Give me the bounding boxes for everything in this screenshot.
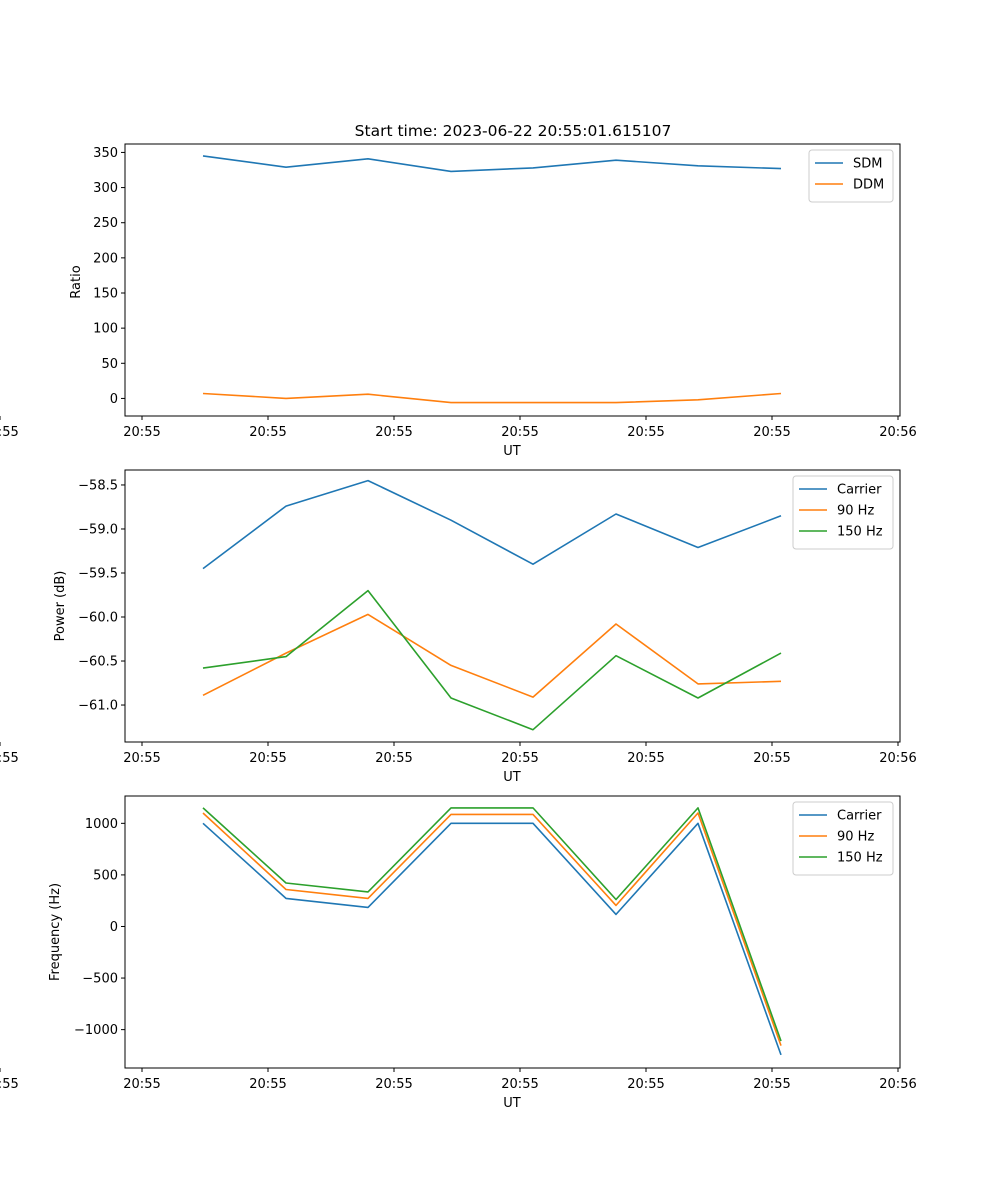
frequency-y-axis-label: Frequency (Hz) [48,883,63,981]
frequency-legend-label-150-hz: 150 Hz [837,851,883,866]
power-x-tick-label: 20:55 [249,751,286,766]
power-90-hz-line [202,613,782,698]
ratio-x-tick-label: 20:55 [627,425,664,440]
ratio-plot-frame [124,143,901,417]
power-x-tick-label: 20:55 [375,751,412,766]
ratio-x-tick-label: 20:55 [501,425,538,440]
power-150-hz-line [202,589,782,731]
power-x-tick-label: 20:55 [753,751,790,766]
frequency-x-tick-label: 20:55 [753,1077,790,1092]
ratio-legend-label-ddm: DDM [853,178,884,193]
frequency-x-axis-label: UT [503,1096,521,1111]
power-y-tick-label: −61.0 [78,699,118,714]
ratio-y-tick-label: 100 [93,322,118,337]
ratio-x-tick-label: 20:56 [879,425,916,440]
ratio-sdm-line [202,155,782,173]
frequency-panel: UT Frequency (Hz) 20:55 20:55 20:55 20:55 20… [0,795,917,1111]
frequency-150-hz-line [202,807,782,1042]
frequency-x-tick-label: 20:55 [249,1077,286,1092]
power-panel: UT Power (dB) 20:55 20:55 20:55 20:55 20:55 2… [0,469,917,785]
ratio-y-tick-label: 200 [93,251,118,266]
ratio-x-tick-label: 20:55 [0,425,19,440]
power-x-tick-label: 20:55 [501,751,538,766]
power-legend-label-carrier: Carrier [837,483,882,498]
power-x-tick-label: 20:55 [0,751,19,766]
frequency-y-tick-label: 1000 [85,817,118,832]
power-y-tick-label: −58.5 [78,478,118,493]
ratio-y-tick-label: 50 [101,357,118,372]
frequency-legend-label-carrier: Carrier [837,809,882,824]
frequency-x-tick-label: 20:55 [501,1077,538,1092]
ratio-y-tick-label: 0 [110,392,118,407]
power-legend-label-90-hz: 90 Hz [837,504,874,519]
frequency-carrier-line [202,822,782,1056]
ratio-y-axis-label: Ratio [69,265,84,298]
power-y-tick-label: −59.5 [78,566,118,581]
power-carrier-line [202,479,782,570]
ratio-y-tick-label: 300 [93,181,118,196]
power-x-tick-label: 20:55 [123,751,160,766]
ratio-y-tick-label: 150 [93,287,118,302]
frequency-x-tick-label: 20:55 [375,1077,412,1092]
chart-title: Start time: 2023-06-22 20:55:01.615107 [355,122,672,140]
power-y-tick-label: −60.0 [78,611,118,626]
frequency-y-tick-label: 500 [93,868,118,883]
ratio-x-tick-label: 20:55 [123,425,160,440]
ratio-y-tick-label: 250 [93,216,118,231]
power-x-tick-label: 20:55 [627,751,664,766]
frequency-x-tick-label: 20:55 [123,1077,160,1092]
frequency-legend-label-90-hz: 90 Hz [837,830,874,845]
power-x-tick-label: 20:56 [879,751,916,766]
ratio-x-axis-label: UT [503,444,521,459]
power-y-tick-label: −60.5 [78,655,118,670]
ratio-x-tick-label: 20:55 [753,425,790,440]
power-plot-frame [124,469,901,743]
ratio-panel: UT Ratio 20:55 20:55 20:55 20:55 20:55 20:55 2… [0,143,917,459]
frequency-x-tick-label: 20:56 [879,1077,916,1092]
frequency-y-tick-label: −1000 [74,1023,118,1038]
power-y-axis-label: Power (dB) [53,571,68,642]
frequency-x-tick-label: 20:55 [0,1077,19,1092]
frequency-x-tick-label: 20:55 [627,1077,664,1092]
frequency-90-hz-line [202,812,782,1046]
frequency-plot-frame [124,795,901,1069]
power-x-axis-label: UT [503,770,521,785]
power-legend-label-150-hz: 150 Hz [837,525,883,540]
ratio-legend-label-sdm: SDM [853,157,882,172]
frequency-y-tick-label: −500 [82,972,118,987]
ratio-x-tick-label: 20:55 [375,425,412,440]
ratio-ddm-line [202,392,782,404]
ratio-x-tick-label: 20:55 [249,425,286,440]
ratio-y-tick-label: 350 [93,146,118,161]
frequency-y-tick-label: 0 [110,920,118,935]
power-y-tick-label: −59.0 [78,522,118,537]
